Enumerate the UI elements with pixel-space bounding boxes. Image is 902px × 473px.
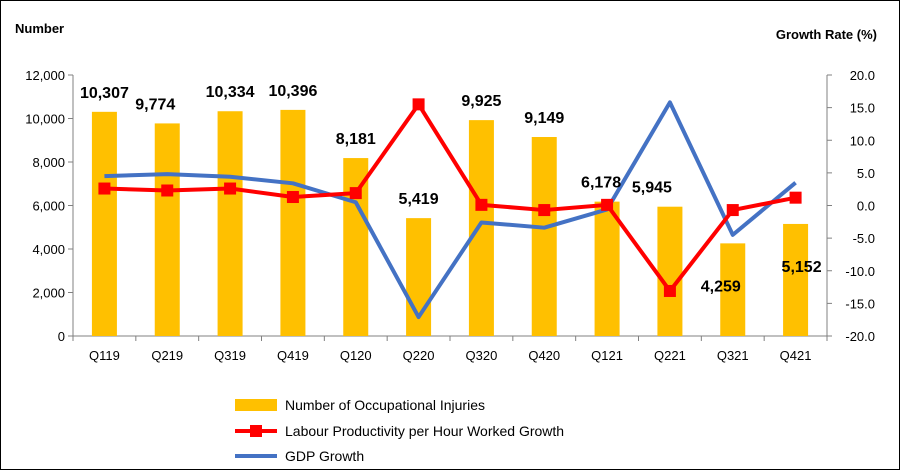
left-tick-label: 12,000 [25, 68, 65, 83]
bar-injuries [657, 206, 683, 336]
x-tick-label: Q420 [528, 348, 560, 363]
legend-swatch-injuries [235, 399, 277, 411]
point-labour-productivity [601, 198, 614, 211]
right-tick-label: 0.0 [857, 199, 875, 214]
right-tick-label: -15.0 [845, 296, 875, 311]
left-tick-label: 6,000 [32, 199, 65, 214]
bar-injuries [343, 158, 369, 336]
legend-marker-labour-productivity [250, 425, 262, 437]
bar-data-label: 4,259 [701, 278, 741, 295]
x-tick-label: Q220 [403, 348, 435, 363]
bar-injuries [217, 111, 243, 336]
left-tick-label: 10,000 [25, 112, 65, 127]
bar-injuries [783, 223, 809, 336]
x-tick-label: Q319 [214, 348, 246, 363]
point-labour-productivity [98, 182, 111, 195]
x-tick-label: Q321 [717, 348, 749, 363]
bar-injuries [594, 201, 620, 336]
point-labour-productivity [412, 98, 425, 111]
bar-data-label: 9,774 [135, 96, 175, 113]
legend-label-gdp-growth: GDP Growth [285, 448, 364, 464]
bar-data-label: 10,396 [268, 83, 317, 100]
x-tick-label: Q121 [591, 348, 623, 363]
right-tick-label: -5.0 [853, 231, 875, 246]
point-labour-productivity [726, 204, 739, 217]
bar-data-label: 8,181 [336, 131, 376, 148]
legend-label-injuries: Number of Occupational Injuries [285, 397, 485, 413]
point-labour-productivity [789, 191, 802, 204]
right-tick-label: 20.0 [850, 68, 875, 83]
bar-injuries [531, 137, 557, 336]
point-labour-productivity [349, 187, 362, 200]
right-tick-label: -10.0 [845, 264, 875, 279]
bar-data-label: 10,334 [206, 84, 255, 101]
right-tick-label: 10.0 [850, 133, 875, 148]
x-tick-label: Q219 [151, 348, 183, 363]
x-tick-label: Q421 [780, 348, 812, 363]
bar-injuries [280, 109, 306, 337]
left-tick-label: 4,000 [32, 242, 65, 257]
line-labour-productivity [104, 102, 796, 293]
left-tick-label: 8,000 [32, 155, 65, 170]
x-tick-label: Q119 [89, 348, 120, 363]
bar-data-label: 10,307 [80, 85, 129, 102]
x-tick-label: Q120 [340, 348, 372, 363]
bar-injuries [468, 120, 494, 336]
x-tick-label: Q419 [277, 348, 309, 363]
right-tick-label: 5.0 [857, 166, 875, 181]
bar-data-label: 6,178 [581, 175, 621, 192]
x-tick-label: Q221 [654, 348, 686, 363]
bar-injuries [91, 111, 117, 336]
bar-data-label: 9,149 [524, 110, 564, 127]
right-axis-title: Growth Rate (%) [776, 27, 877, 42]
bar-data-label: 5,945 [632, 180, 672, 197]
point-labour-productivity [224, 182, 237, 195]
point-labour-productivity [161, 184, 174, 197]
bar-injuries [720, 243, 746, 336]
left-tick-label: 0 [58, 329, 65, 344]
bar-data-label: 9,925 [461, 93, 501, 110]
right-tick-label: 15.0 [850, 101, 875, 116]
legend-label-labour-productivity: Labour Productivity per Hour Worked Grow… [285, 423, 564, 439]
left-axis-title: Number [15, 21, 64, 36]
left-tick-label: 2,000 [32, 286, 65, 301]
point-labour-productivity [538, 204, 551, 217]
x-tick-label: Q320 [466, 348, 498, 363]
bar-data-label: 5,419 [399, 191, 439, 208]
point-labour-productivity [663, 284, 676, 297]
line-gdp-growth [104, 100, 797, 320]
bar-injuries [154, 123, 180, 336]
point-labour-productivity [286, 191, 299, 204]
point-labour-productivity [475, 198, 488, 211]
bar-data-label: 5,152 [782, 259, 822, 276]
right-tick-label: -20.0 [845, 329, 875, 344]
